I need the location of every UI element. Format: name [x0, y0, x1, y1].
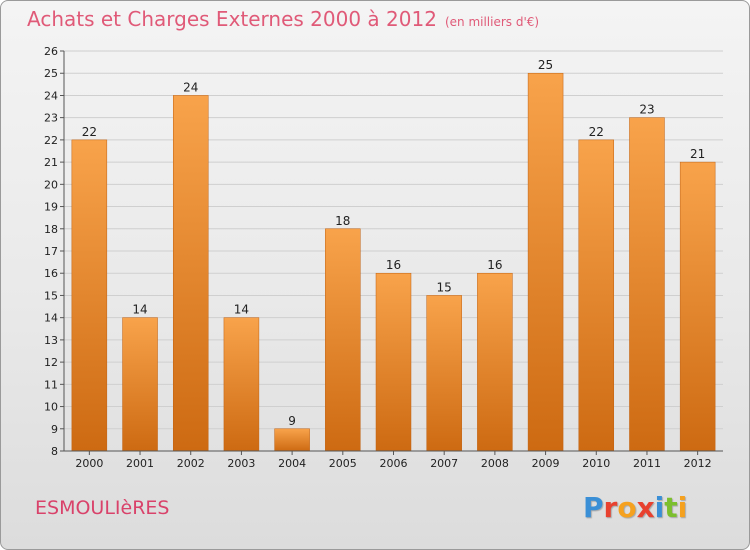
x-tick-label: 2008	[481, 457, 509, 470]
bar-value-label: 25	[538, 58, 553, 72]
x-tick-label: 2005	[329, 457, 357, 470]
y-tick-label: 15	[44, 289, 58, 302]
bar-2010	[578, 139, 615, 452]
y-tick-label: 16	[44, 267, 58, 280]
y-tick-label: 19	[44, 201, 58, 214]
y-tick-label: 25	[44, 67, 58, 80]
x-tick-label: 2010	[582, 457, 610, 470]
y-tick-label: 12	[44, 356, 58, 369]
logo-letter: o	[617, 491, 637, 524]
bar-value-label: 18	[335, 214, 350, 228]
y-tick-label: 18	[44, 223, 58, 236]
y-tick-label: 10	[44, 401, 58, 414]
bar-value-label: 23	[639, 103, 654, 117]
bar-2006	[375, 272, 412, 452]
bar-2007	[426, 295, 462, 452]
proxiti-logo[interactable]: Proxiti	[583, 491, 687, 524]
x-tick-label: 2001	[126, 457, 154, 470]
bar-value-label: 14	[234, 303, 249, 317]
x-tick-label: 2000	[75, 457, 103, 470]
bar-2001	[122, 317, 158, 452]
chart-title: Achats et Charges Externes 2000 à 2012 (e…	[27, 7, 539, 31]
bar-value-label: 22	[589, 125, 604, 139]
y-tick-label: 9	[51, 423, 58, 436]
logo-letter: P	[583, 491, 604, 524]
x-tick-label: 2007	[430, 457, 458, 470]
y-tick-label: 17	[44, 245, 58, 258]
y-tick-label: 8	[51, 445, 58, 458]
bar-value-label: 16	[386, 258, 401, 272]
y-tick-label: 22	[44, 134, 58, 147]
y-tick-label: 14	[44, 312, 58, 325]
x-tick-label: 2012	[684, 457, 712, 470]
title-unit: (en milliers d'€)	[444, 15, 540, 29]
bar-2011	[629, 117, 665, 452]
bars: 22 14 24 14 9 18 16 15 16 25 22 23 21	[71, 58, 716, 452]
bar-value-label: 9	[288, 414, 296, 428]
bar-2002	[172, 95, 209, 452]
bar-2000	[71, 139, 108, 452]
bar-2003	[223, 317, 260, 452]
bar-2012	[679, 161, 716, 452]
bar-2005	[325, 228, 361, 452]
logo-letter: x	[636, 491, 655, 524]
logo-letter: r	[603, 491, 618, 524]
x-tick-label: 2006	[380, 457, 408, 470]
y-tick-label: 23	[44, 112, 58, 125]
bar-2009	[527, 72, 564, 452]
bar-2004	[274, 428, 310, 452]
axes: 8 9 10 11 12 13 14 15 16 17 18 19 20 21 22 23 24 25 26 2000…	[44, 45, 723, 470]
x-tick-label: 2009	[532, 457, 560, 470]
bar-value-label: 16	[487, 258, 502, 272]
y-tick-label: 11	[44, 378, 58, 391]
commune-name: ESMOULIèRES	[35, 497, 170, 519]
y-tick-label: 26	[44, 45, 58, 58]
logo-letter: i	[654, 491, 665, 524]
bar-value-label: 15	[437, 280, 452, 294]
x-tick-label: 2002	[177, 457, 205, 470]
y-tick-label: 21	[44, 156, 58, 169]
logo-letter: i	[677, 491, 688, 524]
x-tick-label: 2003	[227, 457, 255, 470]
x-tick-label: 2004	[278, 457, 306, 470]
y-tick-label: 24	[44, 89, 58, 102]
bar-value-label: 24	[183, 80, 198, 94]
y-tick-label: 20	[44, 178, 58, 191]
title-text: Achats et Charges Externes 2000 à 2012	[27, 7, 437, 31]
logo-letter: t	[664, 491, 678, 524]
y-tick-label: 13	[44, 334, 58, 347]
bar-value-label: 21	[690, 147, 705, 161]
bar-2008	[477, 272, 513, 452]
bar-value-label: 14	[132, 303, 147, 317]
x-tick-label: 2011	[633, 457, 661, 470]
bar-value-label: 22	[82, 125, 97, 139]
